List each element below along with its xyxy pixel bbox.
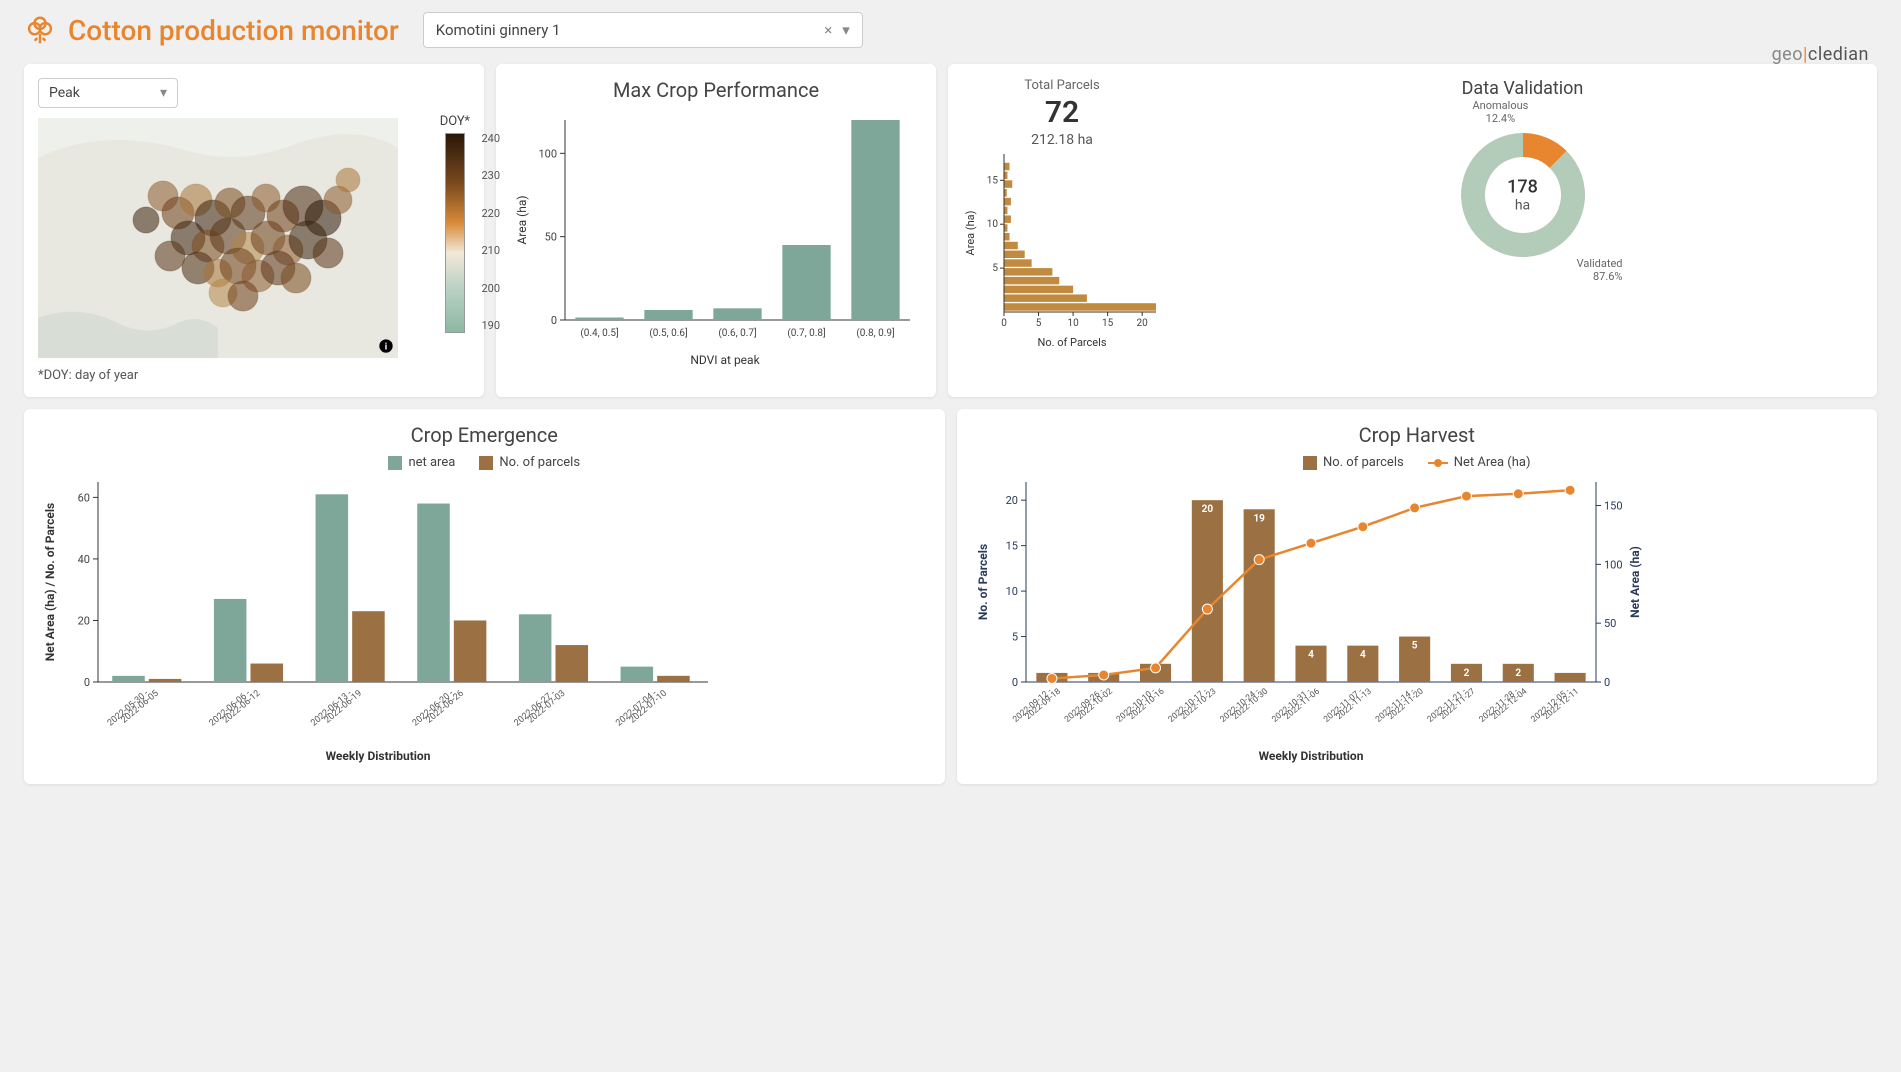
svg-text:i: i bbox=[385, 341, 387, 352]
svg-text:20: 20 bbox=[78, 614, 90, 627]
svg-text:19: 19 bbox=[1253, 513, 1265, 524]
map-metric-select[interactable]: Peak ▾ bbox=[38, 78, 178, 108]
colorbar: DOY* 240230220210200190 bbox=[440, 114, 470, 333]
page-title: Cotton production monitor bbox=[68, 14, 399, 47]
svg-text:Area (ha): Area (ha) bbox=[964, 210, 977, 255]
harvest-chart[interactable]: 051015200501001502022-09-12 -2022-09-182… bbox=[971, 476, 1651, 766]
svg-text:4: 4 bbox=[1308, 650, 1314, 661]
emergence-card: Crop Emergence net areaNo. of parcels 0 2… bbox=[24, 409, 945, 784]
svg-text:0: 0 bbox=[551, 314, 557, 327]
harvest-legend: No. of parcelsNet Area (ha) bbox=[971, 455, 1864, 470]
max-crop-card: Max Crop Performance 0 50 100 (0.4, 0.5] (0.… bbox=[496, 64, 936, 397]
info-icon[interactable]: i bbox=[378, 338, 394, 354]
svg-text:5: 5 bbox=[1411, 641, 1417, 652]
svg-text:Net Area (ha) / No. of Parcels: Net Area (ha) / No. of Parcels bbox=[43, 503, 57, 661]
svg-text:Area (ha): Area (ha) bbox=[515, 195, 529, 244]
svg-text:5: 5 bbox=[1036, 318, 1042, 329]
svg-text:0: 0 bbox=[1001, 318, 1007, 329]
max-crop-chart[interactable]: 0 50 100 (0.4, 0.5] (0.5, 0.6] (0.6, 0.7] (0.7… bbox=[510, 110, 920, 370]
map-scatter[interactable] bbox=[38, 118, 398, 358]
svg-text:10: 10 bbox=[1067, 318, 1079, 329]
svg-text:15: 15 bbox=[987, 175, 999, 186]
svg-text:10: 10 bbox=[987, 219, 999, 230]
svg-text:15: 15 bbox=[1005, 540, 1017, 553]
cotton-icon bbox=[24, 14, 56, 46]
svg-text:4: 4 bbox=[1359, 650, 1365, 661]
total-parcels-value: 72 bbox=[962, 95, 1162, 130]
donut-title: Data Validation bbox=[1182, 78, 1863, 99]
svg-text:NDVI at peak: NDVI at peak bbox=[690, 353, 760, 367]
max-crop-title: Max Crop Performance bbox=[510, 78, 922, 102]
svg-text:Weekly Distribution: Weekly Distribution bbox=[1258, 749, 1363, 763]
svg-text:10: 10 bbox=[1005, 585, 1017, 598]
svg-text:(0.6, 0.7]: (0.6, 0.7] bbox=[718, 327, 756, 339]
svg-text:50: 50 bbox=[545, 231, 557, 244]
map-card: Peak ▾ DOY* 240230220210200190 i *DOY: d… bbox=[24, 64, 484, 397]
svg-text:60: 60 bbox=[78, 491, 90, 504]
svg-text:40: 40 bbox=[78, 553, 90, 566]
svg-text:No. of Parcels: No. of Parcels bbox=[976, 544, 990, 620]
svg-text:(0.8, 0.9]: (0.8, 0.9] bbox=[856, 327, 894, 339]
svg-text:Weekly Distribution: Weekly Distribution bbox=[326, 749, 431, 763]
summary-card: Total Parcels 72 212.18 ha 0 5 10 15 20 5 10 15… bbox=[948, 64, 1877, 397]
svg-text:100: 100 bbox=[538, 147, 557, 160]
svg-text:0: 0 bbox=[1011, 676, 1017, 689]
harvest-title: Crop Harvest bbox=[971, 423, 1864, 447]
doy-footnote: *DOY: day of year bbox=[38, 368, 470, 383]
svg-text:2: 2 bbox=[1463, 668, 1469, 679]
svg-text:20: 20 bbox=[1137, 318, 1149, 329]
svg-text:2: 2 bbox=[1515, 668, 1521, 679]
svg-text:(0.4, 0.5]: (0.4, 0.5] bbox=[580, 327, 618, 339]
svg-text:20: 20 bbox=[1005, 494, 1017, 507]
svg-text:(0.5, 0.6]: (0.5, 0.6] bbox=[649, 327, 687, 339]
total-parcels-label: Total Parcels bbox=[962, 78, 1162, 93]
svg-text:50: 50 bbox=[1604, 617, 1616, 630]
parcel-histogram[interactable]: 0 5 10 15 20 5 10 15 No. of Parcels Area (ha) bbox=[962, 148, 1162, 348]
svg-text:150: 150 bbox=[1604, 500, 1623, 513]
emergence-chart[interactable]: 02040602022-05-30 -2022-06-052022-06-06 … bbox=[38, 476, 718, 766]
svg-text:5: 5 bbox=[992, 263, 998, 274]
donut-center: 178 ha bbox=[1507, 177, 1538, 214]
chevron-down-icon[interactable]: ▾ bbox=[842, 21, 850, 39]
chevron-down-icon: ▾ bbox=[160, 85, 167, 101]
brand-logo: geo|cledian bbox=[1772, 44, 1869, 65]
svg-text:15: 15 bbox=[1102, 318, 1114, 329]
svg-text:0: 0 bbox=[84, 676, 90, 689]
svg-text:5: 5 bbox=[1011, 631, 1017, 644]
svg-text:(0.7, 0.8]: (0.7, 0.8] bbox=[787, 327, 825, 339]
clear-icon[interactable]: × bbox=[824, 21, 832, 39]
svg-text:No. of Parcels: No. of Parcels bbox=[1037, 336, 1106, 348]
svg-text:20: 20 bbox=[1201, 504, 1213, 515]
emergence-title: Crop Emergence bbox=[38, 423, 931, 447]
emergence-legend: net areaNo. of parcels bbox=[38, 455, 931, 470]
harvest-card: Crop Harvest No. of parcelsNet Area (ha)… bbox=[957, 409, 1878, 784]
svg-text:Net Area (ha): Net Area (ha) bbox=[1628, 546, 1642, 618]
ginnery-select[interactable]: Komotini ginnery 1 × ▾ bbox=[423, 12, 863, 48]
svg-text:0: 0 bbox=[1604, 676, 1610, 689]
svg-text:100: 100 bbox=[1604, 558, 1623, 571]
total-area-value: 212.18 ha bbox=[962, 132, 1162, 148]
ginnery-select-value: Komotini ginnery 1 bbox=[436, 21, 561, 39]
